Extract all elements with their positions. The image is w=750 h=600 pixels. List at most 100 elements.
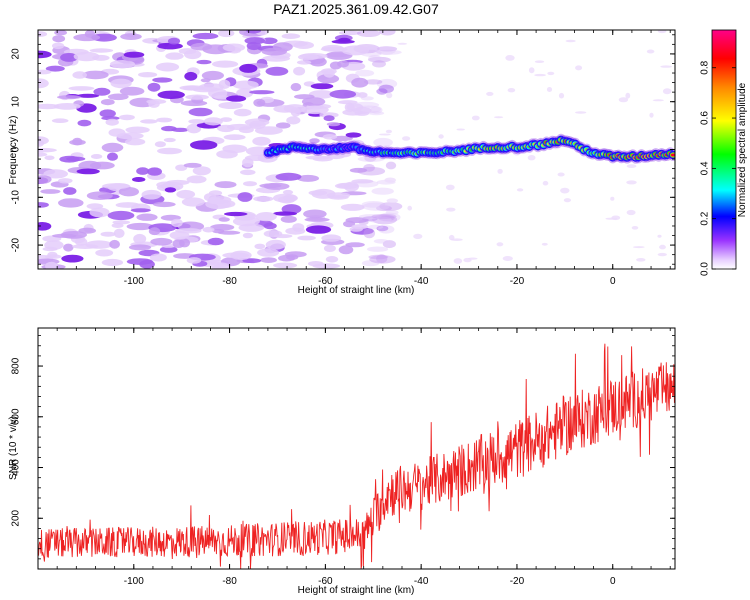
noise-blob [169,231,190,240]
noise-blob [356,30,381,37]
noise-blob [76,168,100,175]
noise-blob [308,90,335,99]
noise-blob [349,167,368,173]
noise-blob [360,96,374,101]
noise-blob [63,187,77,195]
noise-speckle [563,198,572,203]
noise-blob [242,258,262,264]
noise-blob [353,180,379,188]
noise-blob [118,187,139,197]
y-tick-label: 800 [11,357,22,374]
noise-blob [292,223,305,232]
figure-title: PAZ1.2025.361.09.42.G07 [273,1,439,17]
noise-blob [192,166,211,176]
noise-blob [351,179,374,184]
colorbar: 0.0 0.2 0.4 0.6 0.8 Normalized spectral ampl… [700,29,748,276]
noise-blob [161,125,177,132]
noise-blob [305,225,332,234]
noise-blob [240,169,256,176]
noise-blob [222,144,248,154]
noise-speckle [610,196,615,201]
noise-blob [86,203,104,210]
snr-frame [37,327,676,570]
noise-speckle [438,134,444,139]
noise-blob [326,192,351,199]
noise-blob [273,105,297,113]
noise-blob [236,88,254,98]
noise-blob [202,226,215,233]
noise-blob [273,211,297,216]
noise-blob [150,237,173,246]
noise-speckle [527,155,536,161]
noise-speckle [546,87,553,92]
noise-blob [357,156,385,162]
noise-blob [352,107,372,114]
noise-blob [334,182,359,189]
noise-blob [200,78,211,83]
noise-blob [61,254,84,263]
noise-blob [374,46,396,55]
noise-blob [107,210,135,221]
noise-blob [367,246,389,252]
noise-blob [54,30,67,36]
noise-speckle [450,238,463,241]
noise-blob [358,214,382,220]
noise-blob [336,151,352,158]
noise-blob [77,119,92,127]
noise-speckle [516,188,524,192]
noise-blob [325,255,339,263]
noise-blob [152,201,176,208]
noise-speckle [513,151,521,156]
noise-blob [278,196,296,204]
noise-speckle [575,111,587,114]
noise-blob [201,70,224,81]
noise-blob [338,37,351,43]
noise-blob [167,37,181,45]
noise-blob [367,224,384,230]
noise-blob [186,175,207,184]
noise-speckle [384,177,397,183]
noise-blob [321,44,344,52]
noise-blob [310,83,334,90]
noise-blob [337,100,358,105]
noise-speckle [471,115,480,121]
noise-blob [188,119,205,124]
noise-speckle [502,256,513,261]
noise-blob [368,55,381,62]
noise-blob [95,249,114,257]
noise-speckle [632,246,645,249]
colorbar-tick-label: 0.2 [700,211,711,225]
noise-blob [44,155,55,161]
noise-blob [99,109,116,118]
noise-blob [369,255,396,264]
noise-blob [72,244,99,249]
noise-blob [183,85,200,91]
noise-blob [125,126,150,134]
noise-blob [68,86,95,91]
noise-blob [157,147,182,155]
noise-speckle [380,52,393,55]
noise-blob [357,166,386,176]
noise-blob [166,179,190,186]
noise-blob [286,116,301,125]
noise-blob [38,78,49,89]
noise-speckle [507,88,516,93]
noise-blob [139,259,155,269]
noise-blob [304,217,330,222]
noise-blob [133,233,147,244]
noise-blob [100,99,115,106]
noise-blob [379,202,403,211]
noise-blob [45,254,62,259]
noise-blob [377,215,395,221]
x-tick-label: -100 [124,576,144,587]
noise-blob [373,137,393,147]
noise-speckle [402,136,411,141]
noise-blob [281,33,301,39]
noise-speckle [636,258,646,262]
noise-blob [246,30,261,34]
noise-blob [113,228,125,238]
noise-speckle [379,133,391,136]
noise-blob [293,66,306,76]
